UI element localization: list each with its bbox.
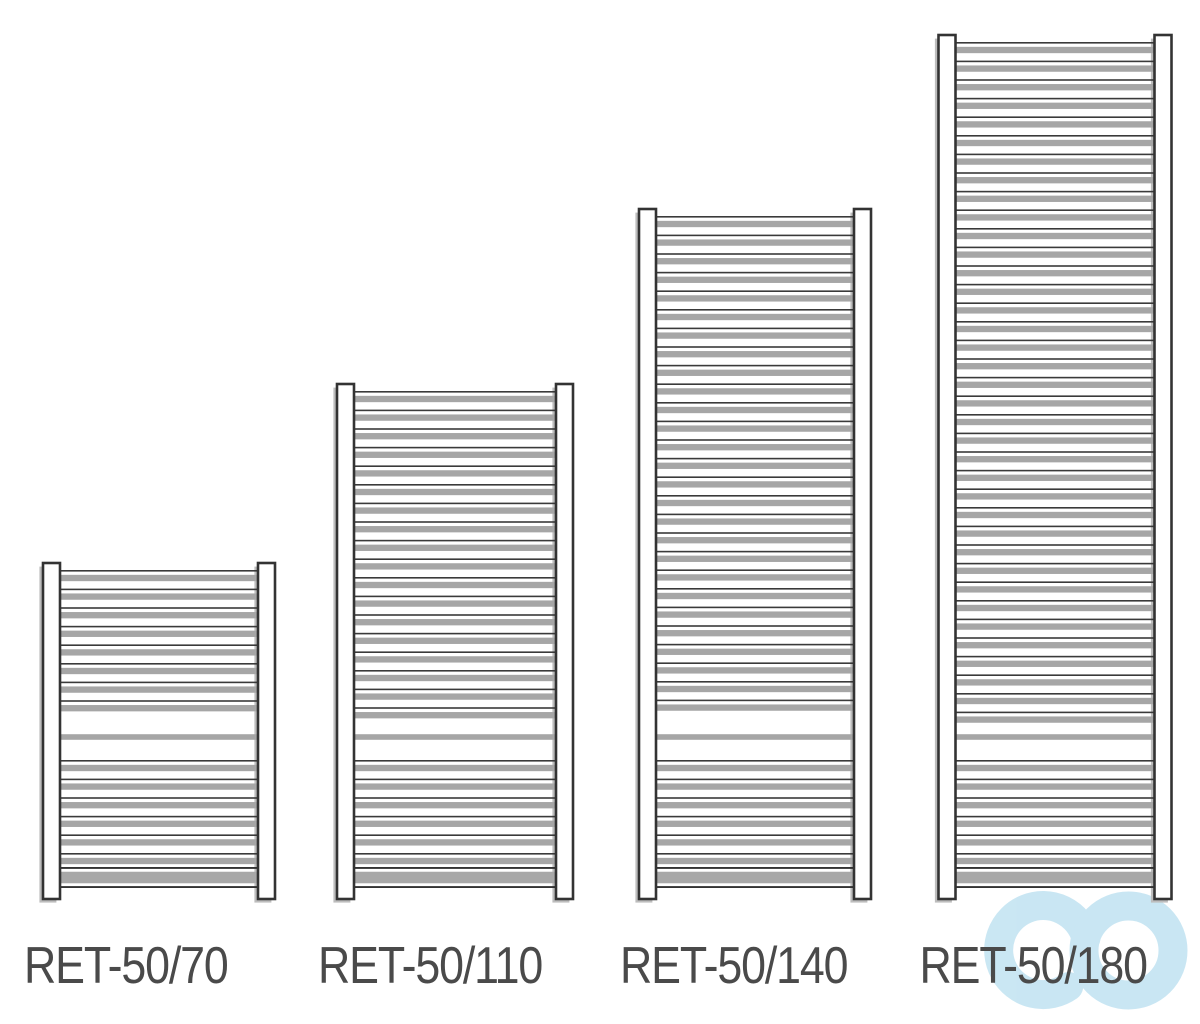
svg-text:RET-50/70: RET-50/70 xyxy=(24,937,228,995)
svg-text:RET-50/180: RET-50/180 xyxy=(919,937,1147,995)
svg-text:RET-50/110: RET-50/110 xyxy=(318,937,542,995)
svg-text:RET-50/140: RET-50/140 xyxy=(620,937,848,995)
